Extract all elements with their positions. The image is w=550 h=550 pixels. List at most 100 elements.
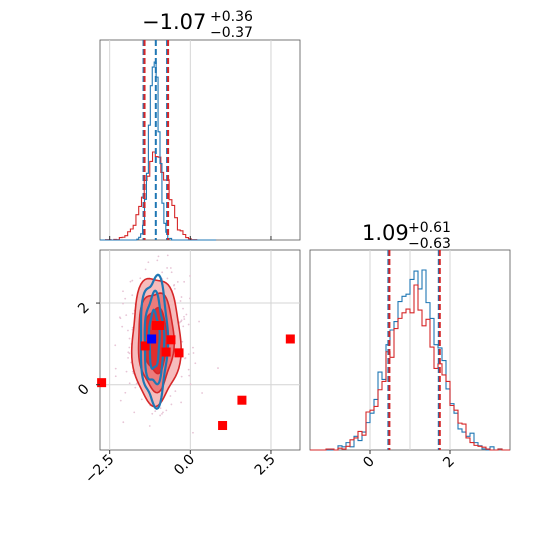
joint-plot-sample-dot bbox=[183, 315, 185, 318]
param1-title-upper: +0.36 bbox=[210, 9, 253, 25]
joint-plot-sample-dot bbox=[180, 375, 183, 378]
joint-plot-sample-dot bbox=[119, 399, 122, 402]
histogram-param1-ticks bbox=[109, 236, 272, 240]
histogram-param1-grid bbox=[109, 40, 272, 240]
joint-plot-sample-dot bbox=[169, 267, 172, 269]
joint-plot-sample-dot bbox=[173, 287, 176, 290]
joint-plot-sample-dot bbox=[185, 313, 188, 316]
joint-plot-sample-dot bbox=[118, 316, 121, 319]
joint-plot-sample-dot bbox=[189, 275, 191, 277]
joint-plot-sample-dot bbox=[166, 277, 169, 280]
joint-plot-y-ticks: 02 bbox=[75, 300, 100, 399]
histogram-param2-tick-label: 0 bbox=[360, 454, 378, 472]
joint-plot-x-tick-label: 2.5 bbox=[252, 452, 279, 479]
joint-plot-sample-dot bbox=[134, 386, 137, 389]
histogram-param1-curves bbox=[100, 61, 217, 241]
joint-plot-sample-dot bbox=[114, 344, 117, 347]
joint-plot-sample-dot bbox=[173, 284, 176, 286]
joint-plot-y-tick-label: 0 bbox=[75, 381, 93, 399]
joint-plot-sample-dot bbox=[184, 357, 187, 359]
joint-plot-sample-dot bbox=[128, 337, 131, 340]
histogram-param1-quantile-lines bbox=[142, 40, 170, 240]
joint-plot-sample-dot bbox=[124, 297, 127, 300]
joint-plot-sample-dot bbox=[182, 307, 184, 310]
joint-plot-sample-dot bbox=[180, 401, 183, 404]
joint-plot-sample-dot bbox=[159, 414, 162, 417]
joint-plot-sample-dot bbox=[114, 375, 117, 378]
joint-plot-x-tick-label: 0.0 bbox=[171, 452, 198, 479]
joint-plot-red-marker bbox=[285, 334, 295, 344]
joint-plot-sample-dot bbox=[114, 367, 117, 370]
joint-plot-frame bbox=[99, 249, 301, 451]
param2-title-median: 1.09 bbox=[362, 221, 409, 245]
joint-plot-sample-dot bbox=[125, 314, 128, 317]
joint-plot-sample-dot bbox=[161, 412, 163, 415]
joint-plot-red-marker bbox=[155, 321, 165, 331]
joint-plot-sample-dot bbox=[194, 362, 197, 365]
joint-plot-blue-contour bbox=[139, 273, 170, 411]
joint-plot-sample-dot bbox=[156, 259, 159, 262]
histogram-param1: −1.07 +0.36 −0.37 bbox=[99, 9, 301, 241]
joint-plot-sample-dot bbox=[192, 346, 194, 349]
joint-plot-sample-dot bbox=[131, 279, 134, 282]
joint-plot-x-tick-label: −2.5 bbox=[82, 452, 117, 487]
joint-plot-sample-dot bbox=[187, 353, 190, 356]
param1-title-median: −1.07 bbox=[142, 10, 206, 34]
joint-plot-sample-dot bbox=[127, 329, 129, 332]
joint-plot-markers bbox=[97, 321, 295, 431]
joint-plot-sample-dot bbox=[122, 290, 124, 293]
joint-plot-sample-dot bbox=[159, 407, 162, 410]
histogram-param2-tick-label: 2 bbox=[440, 454, 458, 472]
histogram-param2-blue-series bbox=[310, 269, 510, 451]
joint-plot-red-marker bbox=[166, 335, 176, 345]
joint-plot-red-marker bbox=[161, 347, 171, 357]
joint-plot-sample-dot bbox=[201, 392, 204, 394]
joint-plot-blue-marker bbox=[147, 334, 157, 344]
joint-plot-sample-dot bbox=[148, 425, 151, 427]
joint-plot-x-ticks: −2.5 0.0 2.5 bbox=[82, 450, 279, 487]
joint-plot-sample-dot bbox=[147, 261, 150, 264]
joint-plot-blue-contour bbox=[143, 289, 166, 386]
joint-plot-sample-dot bbox=[170, 271, 173, 274]
joint-plot-sample-dot bbox=[140, 398, 143, 401]
histogram-param2-curves bbox=[310, 269, 510, 451]
joint-plot-y-tick-label: 2 bbox=[75, 300, 93, 318]
joint-plot-sample-dot bbox=[217, 367, 219, 369]
joint-plot-sample-dot bbox=[128, 382, 131, 385]
joint-plot-sample-dot bbox=[122, 302, 124, 305]
joint-plot-sample-dot bbox=[187, 368, 190, 371]
joint-plot-sample-dot bbox=[198, 320, 200, 323]
joint-plot-sample-dot bbox=[176, 281, 179, 283]
joint-plot-sample-dot bbox=[182, 325, 185, 328]
joint-plot-sample-dot bbox=[154, 410, 157, 413]
joint-plot-sample-dot bbox=[121, 325, 124, 328]
joint-plot-sample-dot bbox=[128, 346, 131, 349]
joint-plot-sample-dot bbox=[183, 318, 186, 320]
joint-plot-sample-dot bbox=[169, 395, 172, 397]
joint-plot-sample-dot bbox=[151, 412, 154, 415]
joint-plot-sample-dot bbox=[157, 255, 160, 258]
joint-plot-sample-dot bbox=[180, 296, 183, 298]
joint-plot-sample-dot bbox=[189, 383, 192, 386]
joint-plot-sample-dot bbox=[170, 403, 173, 406]
joint-plot-sample-dot bbox=[124, 391, 127, 394]
joint-plot-sample-dot bbox=[166, 254, 169, 257]
joint-plot-sample-dot bbox=[187, 323, 190, 326]
joint-plot-sample-dot bbox=[183, 280, 186, 283]
joint-plot-red-marker bbox=[140, 341, 150, 351]
joint-plot-sample-dot bbox=[127, 351, 130, 354]
histogram-param1-blue-series bbox=[100, 61, 217, 241]
joint-plot-sample-dot bbox=[125, 370, 128, 373]
param1-title-lower: −0.37 bbox=[210, 25, 253, 41]
joint-plot-sample-dot bbox=[192, 352, 195, 354]
joint-plot-sample-dot bbox=[131, 294, 134, 297]
joint-plot-sample-dot bbox=[122, 421, 125, 424]
joint-plot-sample-dot bbox=[144, 268, 147, 271]
joint-plot-sample-dot bbox=[127, 357, 129, 359]
joint-plot-red-marker bbox=[174, 348, 184, 358]
joint-plot-sample-dot bbox=[165, 409, 168, 412]
histogram-param1-red-series bbox=[100, 151, 217, 241]
